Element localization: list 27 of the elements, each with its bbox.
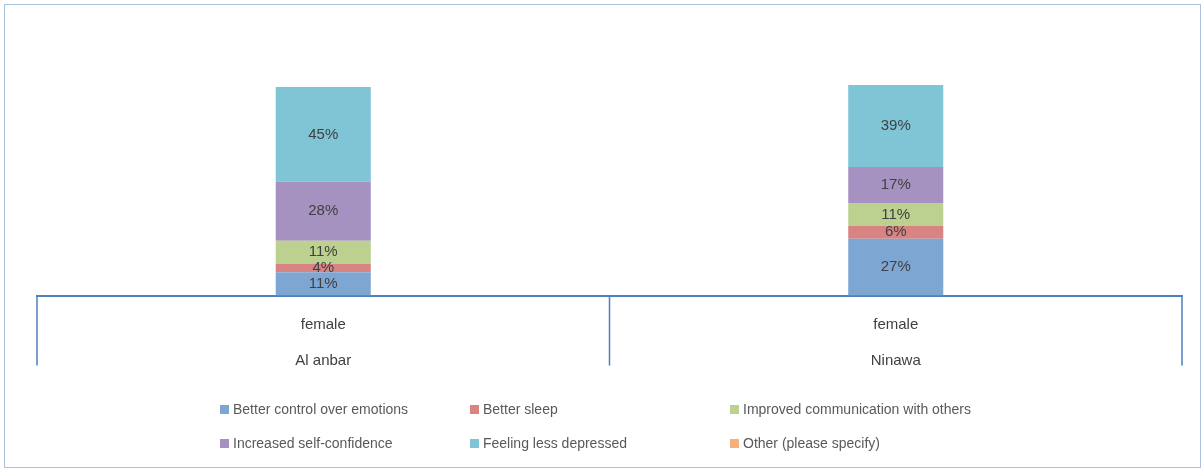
bar [848, 167, 944, 203]
data-label: 39% [880, 116, 911, 134]
bar [275, 181, 371, 241]
data-label: 11% [308, 274, 338, 292]
bar [848, 202, 944, 227]
data-label: 6% [884, 222, 907, 240]
category-label: female Ninawa [870, 315, 921, 368]
data-label: 11% [881, 204, 911, 222]
legend-label: Better sleep [482, 401, 559, 417]
bar [275, 272, 371, 296]
bar [275, 240, 371, 264]
legend-label: Increased self-confidence [232, 435, 394, 451]
bar [848, 85, 944, 168]
bar [848, 238, 944, 296]
data-label: 45% [308, 124, 339, 142]
bar [848, 226, 944, 239]
data-label: 11% [308, 242, 338, 260]
legend-label: Feeling less depressed [482, 435, 628, 451]
category-label: female Al anbar [295, 315, 352, 368]
data-label: 4% [312, 258, 335, 276]
data-label: 28% [308, 201, 339, 219]
legend-label: Other (please specify) [742, 435, 881, 451]
data-label: 17% [880, 175, 911, 193]
legend-label: Better control over emotions [232, 401, 410, 417]
legend-label: Improved communication with others [742, 401, 972, 417]
bar [275, 87, 371, 182]
data-label: 27% [880, 257, 911, 275]
